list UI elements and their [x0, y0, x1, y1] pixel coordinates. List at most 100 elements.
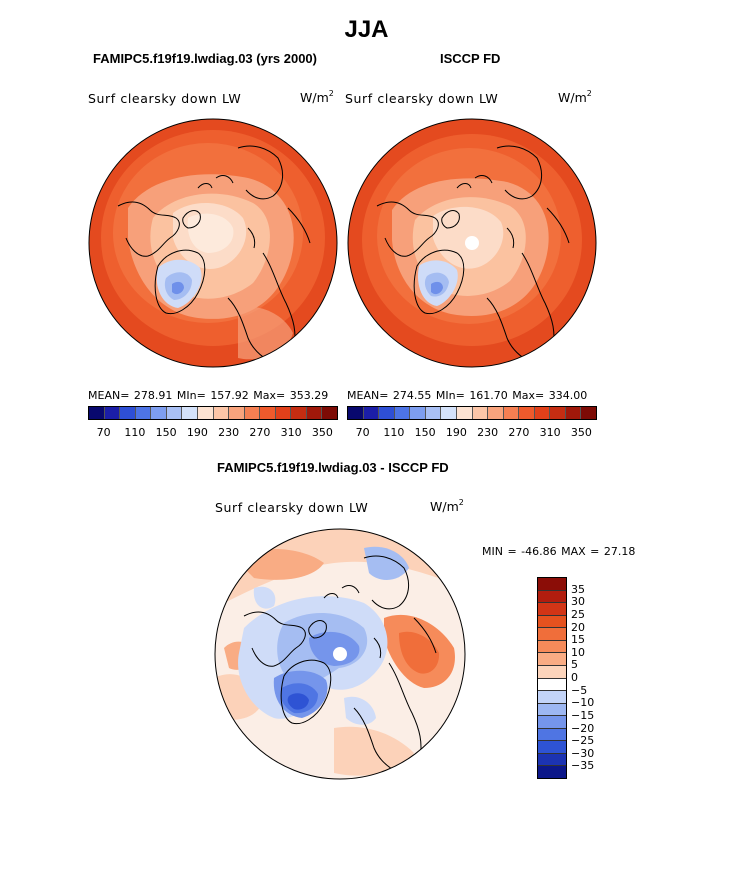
colorbar-tick-label: 110	[383, 426, 405, 439]
colorbar-swatch	[538, 628, 566, 641]
colorbar-swatch	[503, 407, 520, 419]
colorbar-swatch	[306, 407, 323, 419]
colorbar-swatch	[581, 407, 596, 419]
right-units-label: W/m2	[558, 89, 592, 106]
colorbar-swatch	[538, 578, 566, 591]
colorbar-swatch	[472, 407, 489, 419]
colorbar-label: −5	[571, 683, 588, 697]
colorbar-swatch	[538, 590, 566, 604]
left-colorbar	[88, 406, 338, 420]
colorbar-swatch	[275, 407, 292, 419]
left-units-label: W/m2	[300, 89, 334, 106]
diff-variable-label: Surf clearsky down LW	[215, 500, 369, 515]
colorbar-swatch	[182, 407, 198, 419]
colorbar-tick-label: 230	[218, 426, 240, 439]
colorbar-swatch	[538, 665, 566, 679]
colorbar-swatch	[348, 407, 364, 419]
colorbar-label: −30	[571, 746, 595, 760]
colorbar-label: 15	[571, 633, 585, 647]
colorbar-swatch	[197, 407, 214, 419]
colorbar-swatch	[488, 407, 504, 419]
diff-panel-title: FAMIPC5.f19f19.lwdiag.03 - ISCCP FD	[217, 460, 449, 475]
colorbar-tick-label: 310	[539, 426, 561, 439]
colorbar-swatch	[538, 741, 566, 754]
colorbar-label: 20	[571, 620, 585, 634]
colorbar-swatch	[425, 407, 442, 419]
colorbar-label: 35	[571, 582, 585, 596]
main-title: JJA	[344, 16, 389, 43]
colorbar-swatch	[363, 407, 380, 419]
colorbar-swatch	[244, 407, 261, 419]
colorbar-tick-label: 270	[249, 426, 271, 439]
colorbar-tick-label: 110	[124, 426, 146, 439]
colorbar-label: 0	[571, 671, 578, 684]
colorbar-swatch	[104, 407, 121, 419]
diff-units-label: W/m2	[430, 498, 464, 515]
colorbar-label: −10	[571, 696, 595, 710]
right-panel-title: ISCCP FD	[440, 51, 501, 66]
colorbar-swatch	[120, 407, 136, 419]
colorbar-swatch	[538, 716, 566, 729]
colorbar-tick-label: 350	[570, 426, 592, 439]
colorbar-swatch	[538, 640, 566, 654]
colorbar-swatch	[538, 728, 566, 742]
colorbar-swatch	[456, 407, 473, 419]
colorbar-swatch	[538, 615, 566, 629]
colorbar-tick-label: 350	[311, 426, 333, 439]
right-polar-map	[347, 118, 597, 368]
colorbar-label: −15	[571, 708, 595, 722]
colorbar-label: −20	[571, 721, 595, 735]
colorbar-tick-label: 190	[445, 426, 467, 439]
colorbar-swatch	[538, 691, 566, 704]
colorbar-swatch	[394, 407, 411, 419]
colorbar-swatch	[538, 653, 566, 666]
colorbar-swatch	[151, 407, 167, 419]
colorbar-swatch	[379, 407, 395, 419]
colorbar-tick-label: 70	[355, 426, 370, 439]
colorbar-tick-label: 270	[508, 426, 530, 439]
colorbar-swatch	[538, 766, 566, 778]
colorbar-swatch	[410, 407, 426, 419]
colorbar-swatch	[166, 407, 183, 419]
colorbar-swatch	[538, 703, 566, 717]
right-colorbar-ticks: 70 110 150 190 230 270 310 350	[347, 426, 597, 440]
colorbar-tick-label: 190	[186, 426, 208, 439]
colorbar-tick-label: 70	[96, 426, 111, 439]
colorbar-tick-label: 150	[414, 426, 436, 439]
colorbar-swatch	[441, 407, 457, 419]
right-stats: MEAN= 274.55 MIn= 161.70 Max= 334.00	[347, 389, 588, 402]
right-variable-label: Surf clearsky down LW	[345, 91, 499, 106]
diff-polar-map	[214, 528, 466, 780]
right-colorbar	[347, 406, 597, 420]
colorbar-tick-label: 150	[155, 426, 177, 439]
left-stats: MEAN= 278.91 MIn= 157.92 Max= 353.29	[88, 389, 329, 402]
colorbar-swatch	[538, 603, 566, 616]
left-variable-label: Surf clearsky down LW	[88, 91, 242, 106]
left-polar-map	[88, 118, 338, 368]
colorbar-tick-label: 310	[280, 426, 302, 439]
colorbar-swatch	[291, 407, 307, 419]
colorbar-swatch	[538, 678, 566, 692]
colorbar-label: 10	[571, 645, 585, 659]
colorbar-label: −25	[571, 734, 595, 748]
colorbar-swatch	[519, 407, 535, 419]
colorbar-label: 25	[571, 607, 585, 621]
left-panel-title: FAMIPC5.f19f19.lwdiag.03 (yrs 2000)	[93, 51, 317, 66]
diff-minmax: MIN = -46.86 MAX = 27.18	[482, 545, 636, 558]
colorbar-swatch	[229, 407, 245, 419]
colorbar-swatch	[534, 407, 551, 419]
colorbar-label: −35	[571, 759, 595, 773]
colorbar-swatch	[565, 407, 582, 419]
diff-colorbar	[537, 577, 567, 779]
colorbar-label: 30	[571, 595, 585, 609]
colorbar-swatch	[322, 407, 337, 419]
colorbar-tick-label: 230	[477, 426, 499, 439]
left-colorbar-ticks: 70 110 150 190 230 270 310 350	[88, 426, 338, 440]
colorbar-label: 5	[571, 658, 578, 672]
colorbar-swatch	[135, 407, 152, 419]
colorbar-swatch	[213, 407, 230, 419]
colorbar-swatch	[260, 407, 276, 419]
colorbar-swatch	[89, 407, 105, 419]
colorbar-swatch	[538, 753, 566, 767]
colorbar-swatch	[550, 407, 566, 419]
